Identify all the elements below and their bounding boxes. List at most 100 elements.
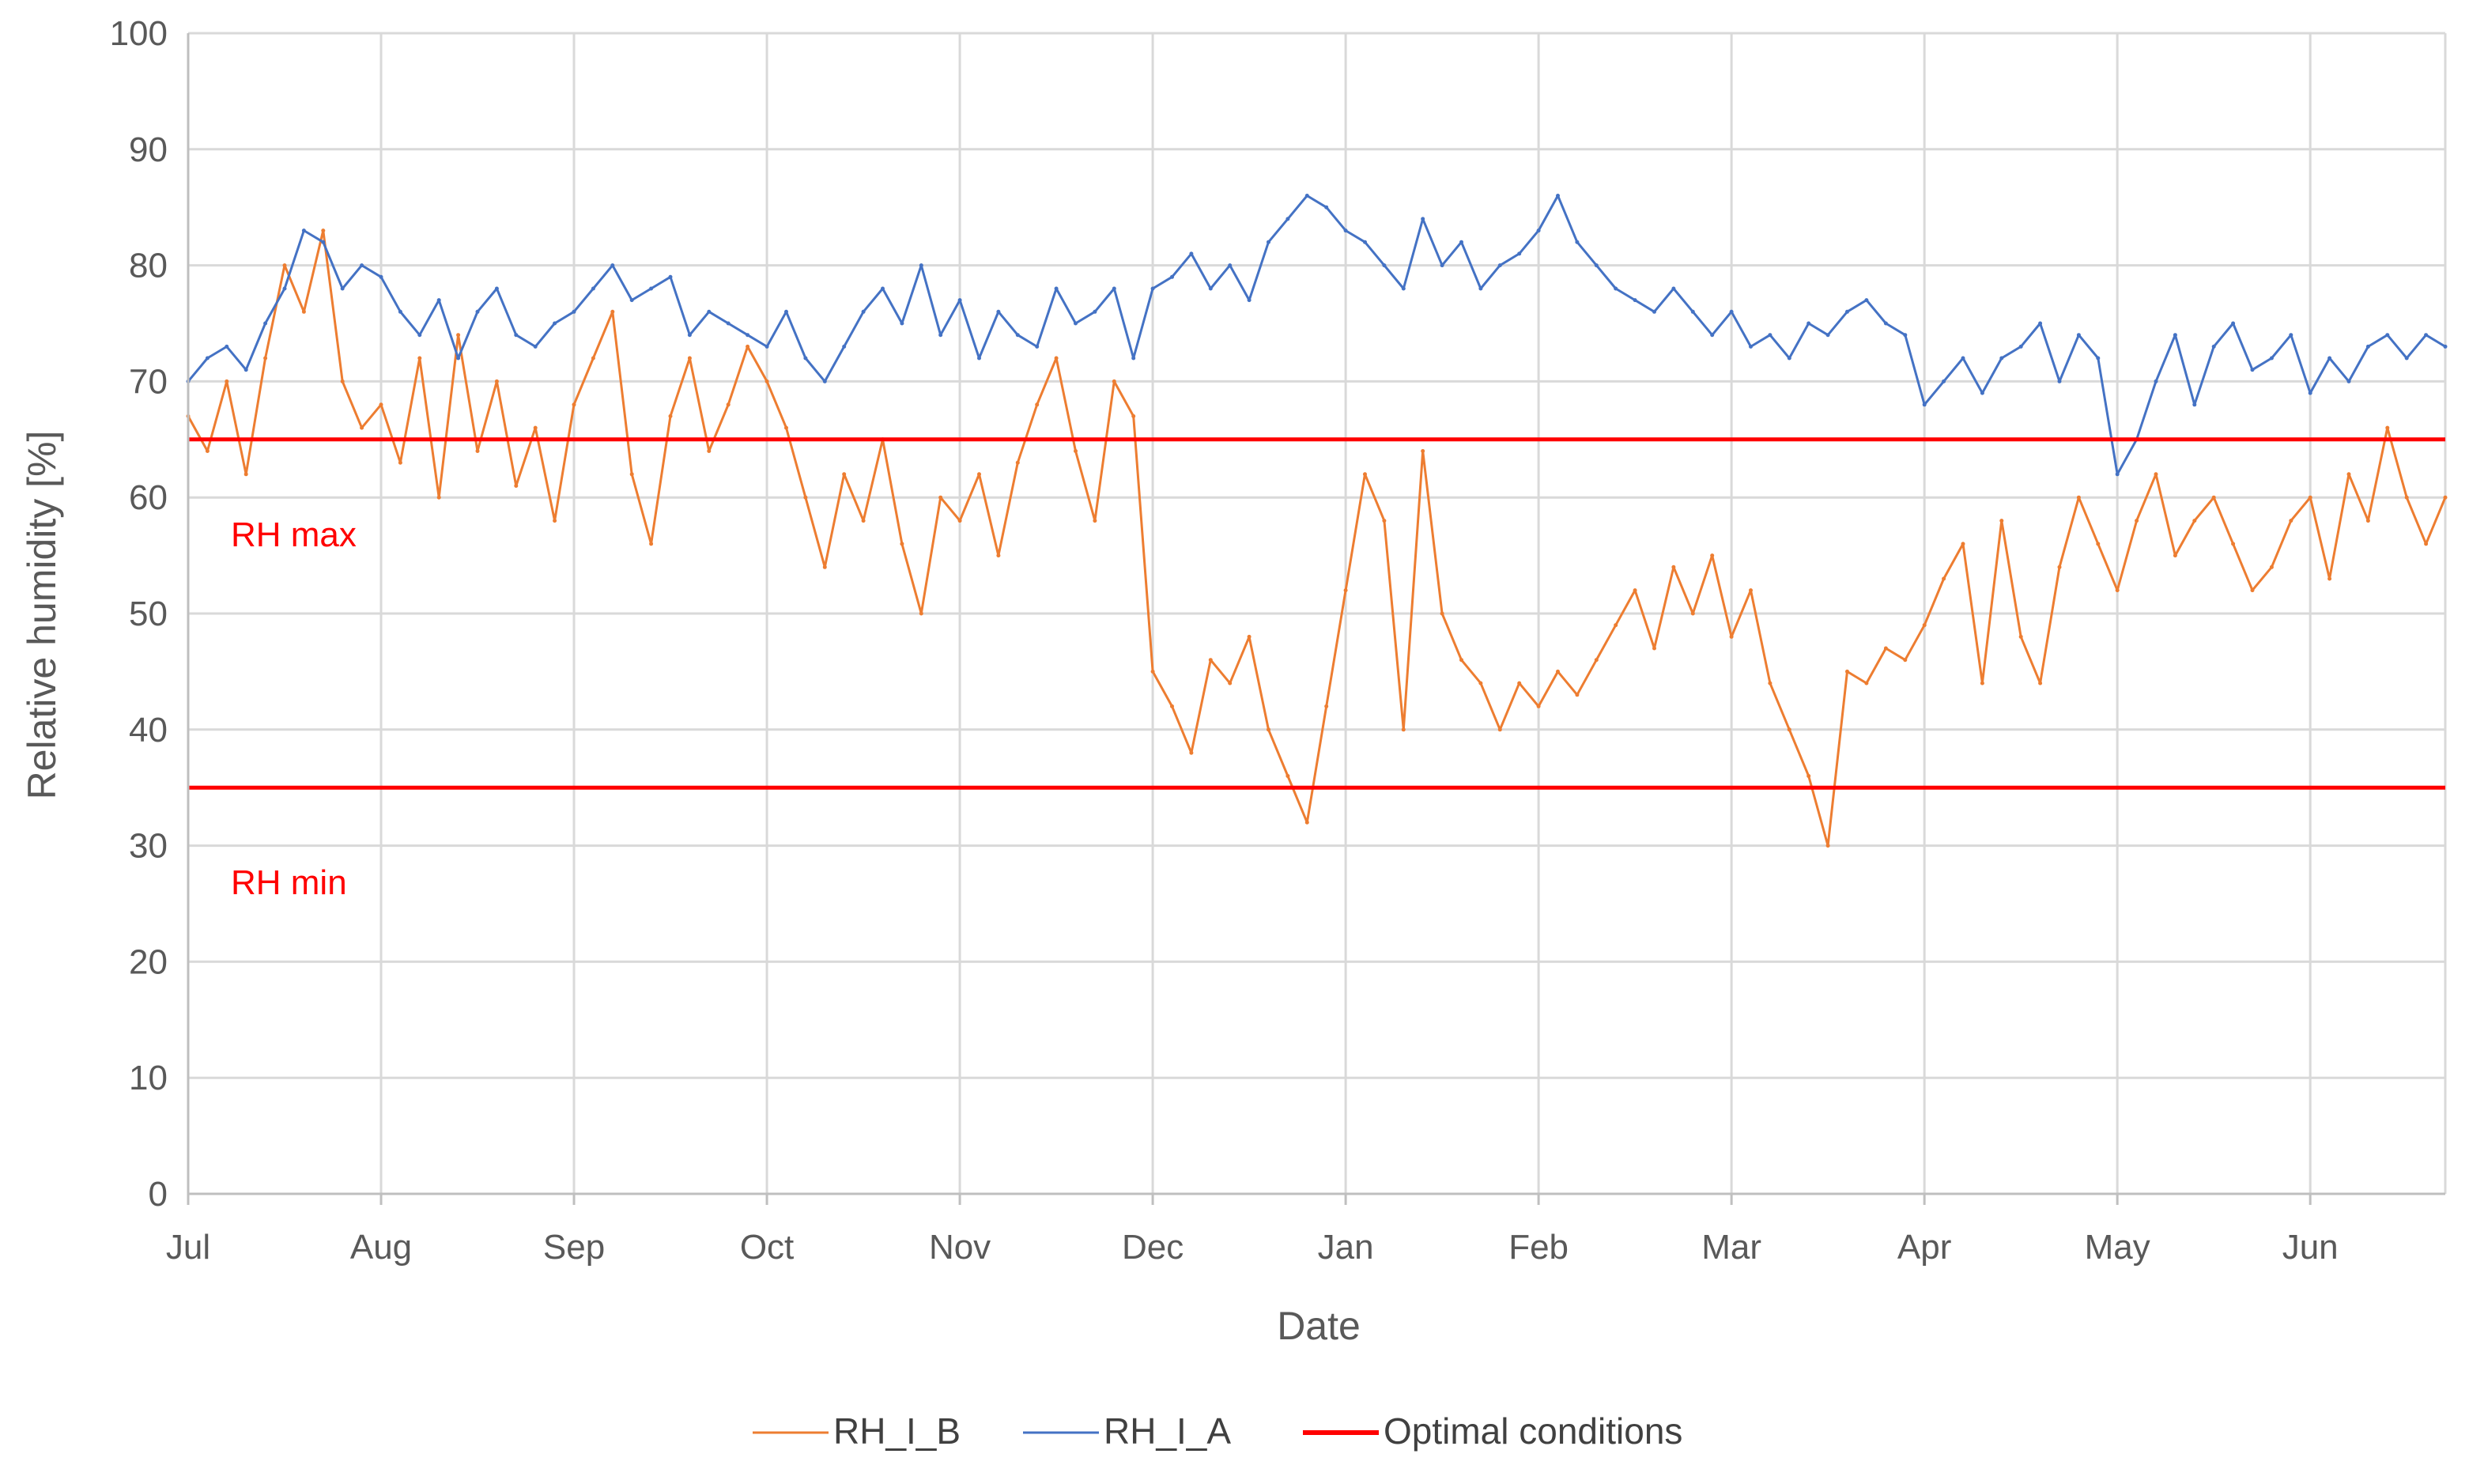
data-point-rh-i-b (1093, 519, 1097, 523)
data-point-rh-i-a (2269, 356, 2274, 361)
data-point-rh-i-a (1671, 286, 1676, 291)
data-point-rh-i-b (2327, 576, 2332, 581)
x-tick-label: May (2085, 1228, 2150, 1267)
data-point-rh-i-a (1787, 356, 1791, 361)
data-point-rh-i-b (784, 425, 788, 430)
data-point-rh-i-b (1517, 681, 1522, 685)
data-point-rh-i-a (456, 356, 461, 361)
data-point-rh-i-a (842, 344, 847, 349)
series-line-rh-i-a (187, 194, 2446, 476)
data-point-rh-i-a (1729, 309, 1734, 314)
legend-label: Optimal conditions (1384, 1410, 1682, 1452)
data-point-rh-i-a (2443, 344, 2448, 349)
data-point-rh-i-b (2250, 588, 2255, 593)
data-point-rh-i-b (591, 356, 595, 361)
x-tick-label: Sep (543, 1228, 605, 1267)
data-point-rh-i-b (2346, 472, 2351, 477)
data-point-rh-i-a (746, 333, 750, 338)
data-point-rh-i-a (321, 240, 326, 244)
data-point-rh-i-b (321, 228, 326, 233)
data-point-rh-i-a (977, 356, 981, 361)
data-point-rh-i-a (1497, 263, 1502, 268)
data-point-rh-i-a (1112, 286, 1116, 291)
data-point-rh-i-a (225, 344, 229, 349)
data-point-rh-i-b (2038, 681, 2043, 685)
data-point-rh-i-a (591, 286, 595, 291)
legend: RH_I_B RH_I_A Optimal conditions (753, 1410, 1682, 1452)
data-point-rh-i-a (553, 321, 557, 326)
data-point-rh-i-a (1150, 286, 1155, 291)
data-point-rh-i-a (803, 356, 808, 361)
data-point-rh-i-b (456, 333, 461, 338)
data-point-rh-i-a (1825, 333, 1830, 338)
data-point-rh-i-b (2365, 519, 2370, 523)
data-point-rh-i-a (1710, 333, 1715, 338)
data-point-rh-i-b (1536, 704, 1541, 708)
data-point-rh-i-b (2289, 519, 2293, 523)
data-point-rh-i-b (1421, 449, 1425, 453)
data-point-rh-i-b (1401, 727, 1406, 732)
x-tick-label: Aug (350, 1228, 412, 1267)
data-point-rh-i-b (746, 344, 750, 349)
data-point-rh-i-b (649, 542, 654, 546)
data-point-rh-i-b (1806, 774, 1811, 778)
data-point-rh-i-b (687, 356, 692, 361)
data-point-rh-i-b (494, 379, 499, 383)
data-point-rh-i-a (919, 263, 923, 268)
data-point-rh-i-a (2365, 344, 2370, 349)
data-point-rh-i-b (1035, 402, 1040, 407)
data-point-rh-i-b (1459, 658, 1463, 663)
data-point-rh-i-b (1112, 379, 1116, 383)
data-point-rh-i-a (2096, 356, 2101, 361)
y-tick-label: 60 (129, 478, 168, 517)
data-point-rh-i-a (1093, 309, 1097, 314)
x-tick-label: Dec (1122, 1228, 1184, 1267)
data-point-rh-i-a (2192, 402, 2197, 407)
data-point-rh-i-b (1749, 588, 1753, 593)
data-point-rh-i-a (764, 344, 769, 349)
data-point-rh-i-a (1883, 321, 1888, 326)
data-point-rh-i-b (1690, 611, 1695, 616)
data-point-rh-i-a (2327, 356, 2332, 361)
data-point-rh-i-b (1343, 588, 1348, 593)
data-point-rh-i-a (2424, 333, 2429, 338)
data-point-rh-i-a (514, 333, 519, 338)
data-point-rh-i-b (2211, 495, 2216, 500)
data-point-rh-i-b (1247, 634, 1251, 639)
data-point-rh-i-b (398, 460, 402, 465)
data-point-rh-i-b (668, 413, 673, 418)
data-point-rh-i-b (1710, 553, 1715, 558)
data-point-rh-i-b (1556, 669, 1560, 674)
data-point-rh-i-a (2018, 344, 2023, 349)
reference-line-label: RH max (231, 515, 357, 554)
y-tick-label: 20 (129, 942, 168, 981)
x-tick-label: Jan (1318, 1228, 1374, 1267)
data-point-rh-i-b (1787, 727, 1791, 732)
data-point-rh-i-b (1208, 658, 1213, 663)
data-point-rh-i-b (1903, 658, 1908, 663)
data-point-rh-i-a (263, 321, 268, 326)
data-point-rh-i-a (822, 379, 827, 383)
data-point-rh-i-b (842, 472, 847, 477)
data-point-rh-i-a (629, 298, 634, 303)
data-point-rh-i-b (1074, 449, 1078, 453)
data-point-rh-i-b (2231, 542, 2236, 546)
data-point-rh-i-b (1594, 658, 1599, 663)
data-point-rh-i-b (1015, 460, 1020, 465)
data-point-rh-i-b (1729, 634, 1734, 639)
data-point-rh-i-a (360, 263, 364, 268)
data-point-rh-i-b (1170, 704, 1174, 708)
data-point-rh-i-a (301, 228, 306, 233)
data-point-rh-i-a (1208, 286, 1213, 291)
data-point-rh-i-a (649, 286, 654, 291)
data-point-rh-i-a (2289, 333, 2293, 338)
data-point-rh-i-b (861, 519, 866, 523)
data-point-rh-i-a (2308, 391, 2312, 395)
data-point-rh-i-a (1980, 391, 1984, 395)
data-point-rh-i-a (494, 286, 499, 291)
data-point-rh-i-b (1363, 472, 1367, 477)
data-point-rh-i-b (1671, 565, 1676, 569)
data-point-rh-i-a (1652, 309, 1656, 314)
data-point-rh-i-a (2076, 333, 2081, 338)
data-point-rh-i-b (417, 356, 422, 361)
